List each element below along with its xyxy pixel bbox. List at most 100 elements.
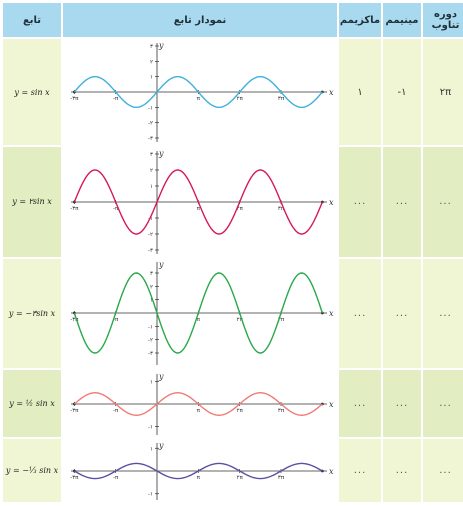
function-cell: y = ۲sin x [3,146,61,257]
period-value: ... [439,398,452,410]
y-tick-label: ۳ [150,271,153,277]
max-cell: ... [339,370,381,438]
x-tick-label: π [197,317,201,323]
x-tick-label: π [197,475,201,481]
x-tick-label: -π [113,408,119,414]
x-tick-label: -۳π [70,408,79,414]
min-value: ... [395,398,409,410]
table-row: y = −⅓ sin x x y -۳π -π π ۲π ۳π ۱ -۱ ... ... ... [3,439,463,502]
max-value: ... [353,398,367,410]
graph-cell: x y -۳π -π π ۲π ۳π ۳ ۲ ۱ -۱ -۲ -۳ [63,258,337,369]
y-axis-label: y [158,41,164,50]
x-axis-label: x [329,467,334,476]
sine-graph: x y -۳π -π π ۲π ۳π ۱ -۱ [70,372,334,435]
y-tick-label: ۳ [150,44,153,50]
function-cell: y = ½ sin x [3,370,61,438]
x-tick-label: -π [113,206,119,212]
x-tick-label: π [197,206,201,212]
min-cell: ... [383,439,421,502]
period-cell: ... [423,439,463,502]
sine-graph: x y -۳π -π π ۲π ۳π ۳ ۲ ۱ -۱ -۲ -۳ [70,41,334,143]
max-cell: ... [339,258,381,369]
axes: x y -۳π -π π ۲π ۳π ۳ ۲ ۱ -۱ -۲ -۳ [70,260,334,366]
function-label: y = −۳sin x [8,308,56,318]
axes: x y -۳π -π π ۲π ۳π ۳ ۲ ۱ -۱ -۲ -۳ [70,149,334,254]
x-tick-label: -۳π [70,206,79,212]
y-tick-label: ۳ [150,152,153,158]
x-axis-label: x [329,400,334,409]
x-tick-label: ۲π [237,475,244,481]
min-value: -۱ [397,86,407,98]
x-tick-label: π [197,408,201,414]
x-axis-label: x [329,309,334,318]
min-cell: ... [383,146,421,257]
x-tick-label: -π [113,475,119,481]
y-tick-label: -۱ [148,106,153,112]
x-tick-label: -π [113,96,119,102]
function-cell: y = −۳sin x [3,258,61,369]
min-value: ... [395,196,409,208]
period-cell: ۲π [423,39,463,145]
max-cell: ... [339,439,381,502]
y-tick-label: ۲ [150,168,153,174]
x-tick-label: ۲π [237,317,244,323]
y-tick-label: ۱ [150,446,153,452]
period-value: ... [439,307,452,319]
y-tick-label: -۱ [148,424,153,430]
period-cell: ... [423,258,463,369]
function-label: y = sin x [14,87,50,97]
x-tick-label: -π [113,317,119,323]
y-tick-label: -۲ [148,338,153,344]
x-axis-label: x [329,88,334,97]
max-cell: ... [339,146,381,257]
y-axis-label: y [158,149,164,158]
x-tick-label: ۲π [237,206,244,212]
table-row: y = ۲sin x x y -۳π -π π ۲π ۳π ۳ ۲ ۱ -۱ -۲ -۳ ... ...… [3,146,463,257]
min-cell: -۱ [383,39,421,145]
min-value: ... [395,465,409,477]
axes: x y -۳π -π π ۲π ۳π ۱ -۱ [70,441,334,500]
header-period: دوره تناوب [423,3,463,38]
graph-cell: x y -۳π -π π ۲π ۳π ۱ -۱ [63,370,337,438]
y-tick-label: ۱ [150,184,153,190]
period-value: ... [439,196,452,208]
x-tick-label: -۳π [70,475,79,481]
header-graph: نمودار تابع [63,3,337,38]
x-tick-label: ۳π [278,96,285,102]
y-axis-label: y [158,441,164,450]
y-tick-label: -۳ [148,136,153,142]
sine-graph: x y -۳π -π π ۲π ۳π ۳ ۲ ۱ -۱ -۲ -۳ [70,260,334,366]
axes: x y -۳π -π π ۲π ۳π ۱ -۱ [70,372,334,435]
y-axis-label: y [158,260,164,269]
x-tick-label: ۳π [278,317,285,323]
function-label: y = ۲sin x [12,197,52,207]
graph-cell: x y -۳π -π π ۲π ۳π ۳ ۲ ۱ -۱ -۲ -۳ [63,39,337,145]
function-label: y = −⅓ sin x [5,466,59,476]
y-tick-label: ۱ [150,379,153,385]
x-tick-label: π [197,96,201,102]
sine-graph: x y -۳π -π π ۲π ۳π ۱ -۱ [70,441,334,500]
axes: x y -۳π -π π ۲π ۳π ۳ ۲ ۱ -۱ -۲ -۳ [70,41,334,143]
x-tick-label: ۳π [278,408,285,414]
min-value: ... [395,307,409,319]
table-row: y = −۳sin x x y -۳π -π π ۲π ۳π ۳ ۲ ۱ -۱ -۲ -۳ ... ..… [3,258,463,369]
y-tick-label: -۱ [148,325,153,331]
header-max: ماکزیمم [339,3,381,38]
x-tick-label: -۳π [70,96,79,102]
max-cell: ۱ [339,39,381,145]
sine-graph: x y -۳π -π π ۲π ۳π ۳ ۲ ۱ -۱ -۲ -۳ [70,149,334,254]
y-tick-label: ۲ [150,285,153,291]
function-label: y = ½ sin x [9,399,55,409]
max-value: ... [353,307,367,319]
period-value: ۲π [439,86,452,98]
max-value: ۱ [357,86,363,98]
x-tick-label: ۳π [278,206,285,212]
y-tick-label: -۲ [148,232,153,238]
min-cell: ... [383,370,421,438]
header-function: تابع [3,3,61,38]
y-tick-label: -۳ [148,351,153,357]
period-cell: ... [423,146,463,257]
min-cell: ... [383,258,421,369]
y-tick-label: -۲ [148,121,153,127]
